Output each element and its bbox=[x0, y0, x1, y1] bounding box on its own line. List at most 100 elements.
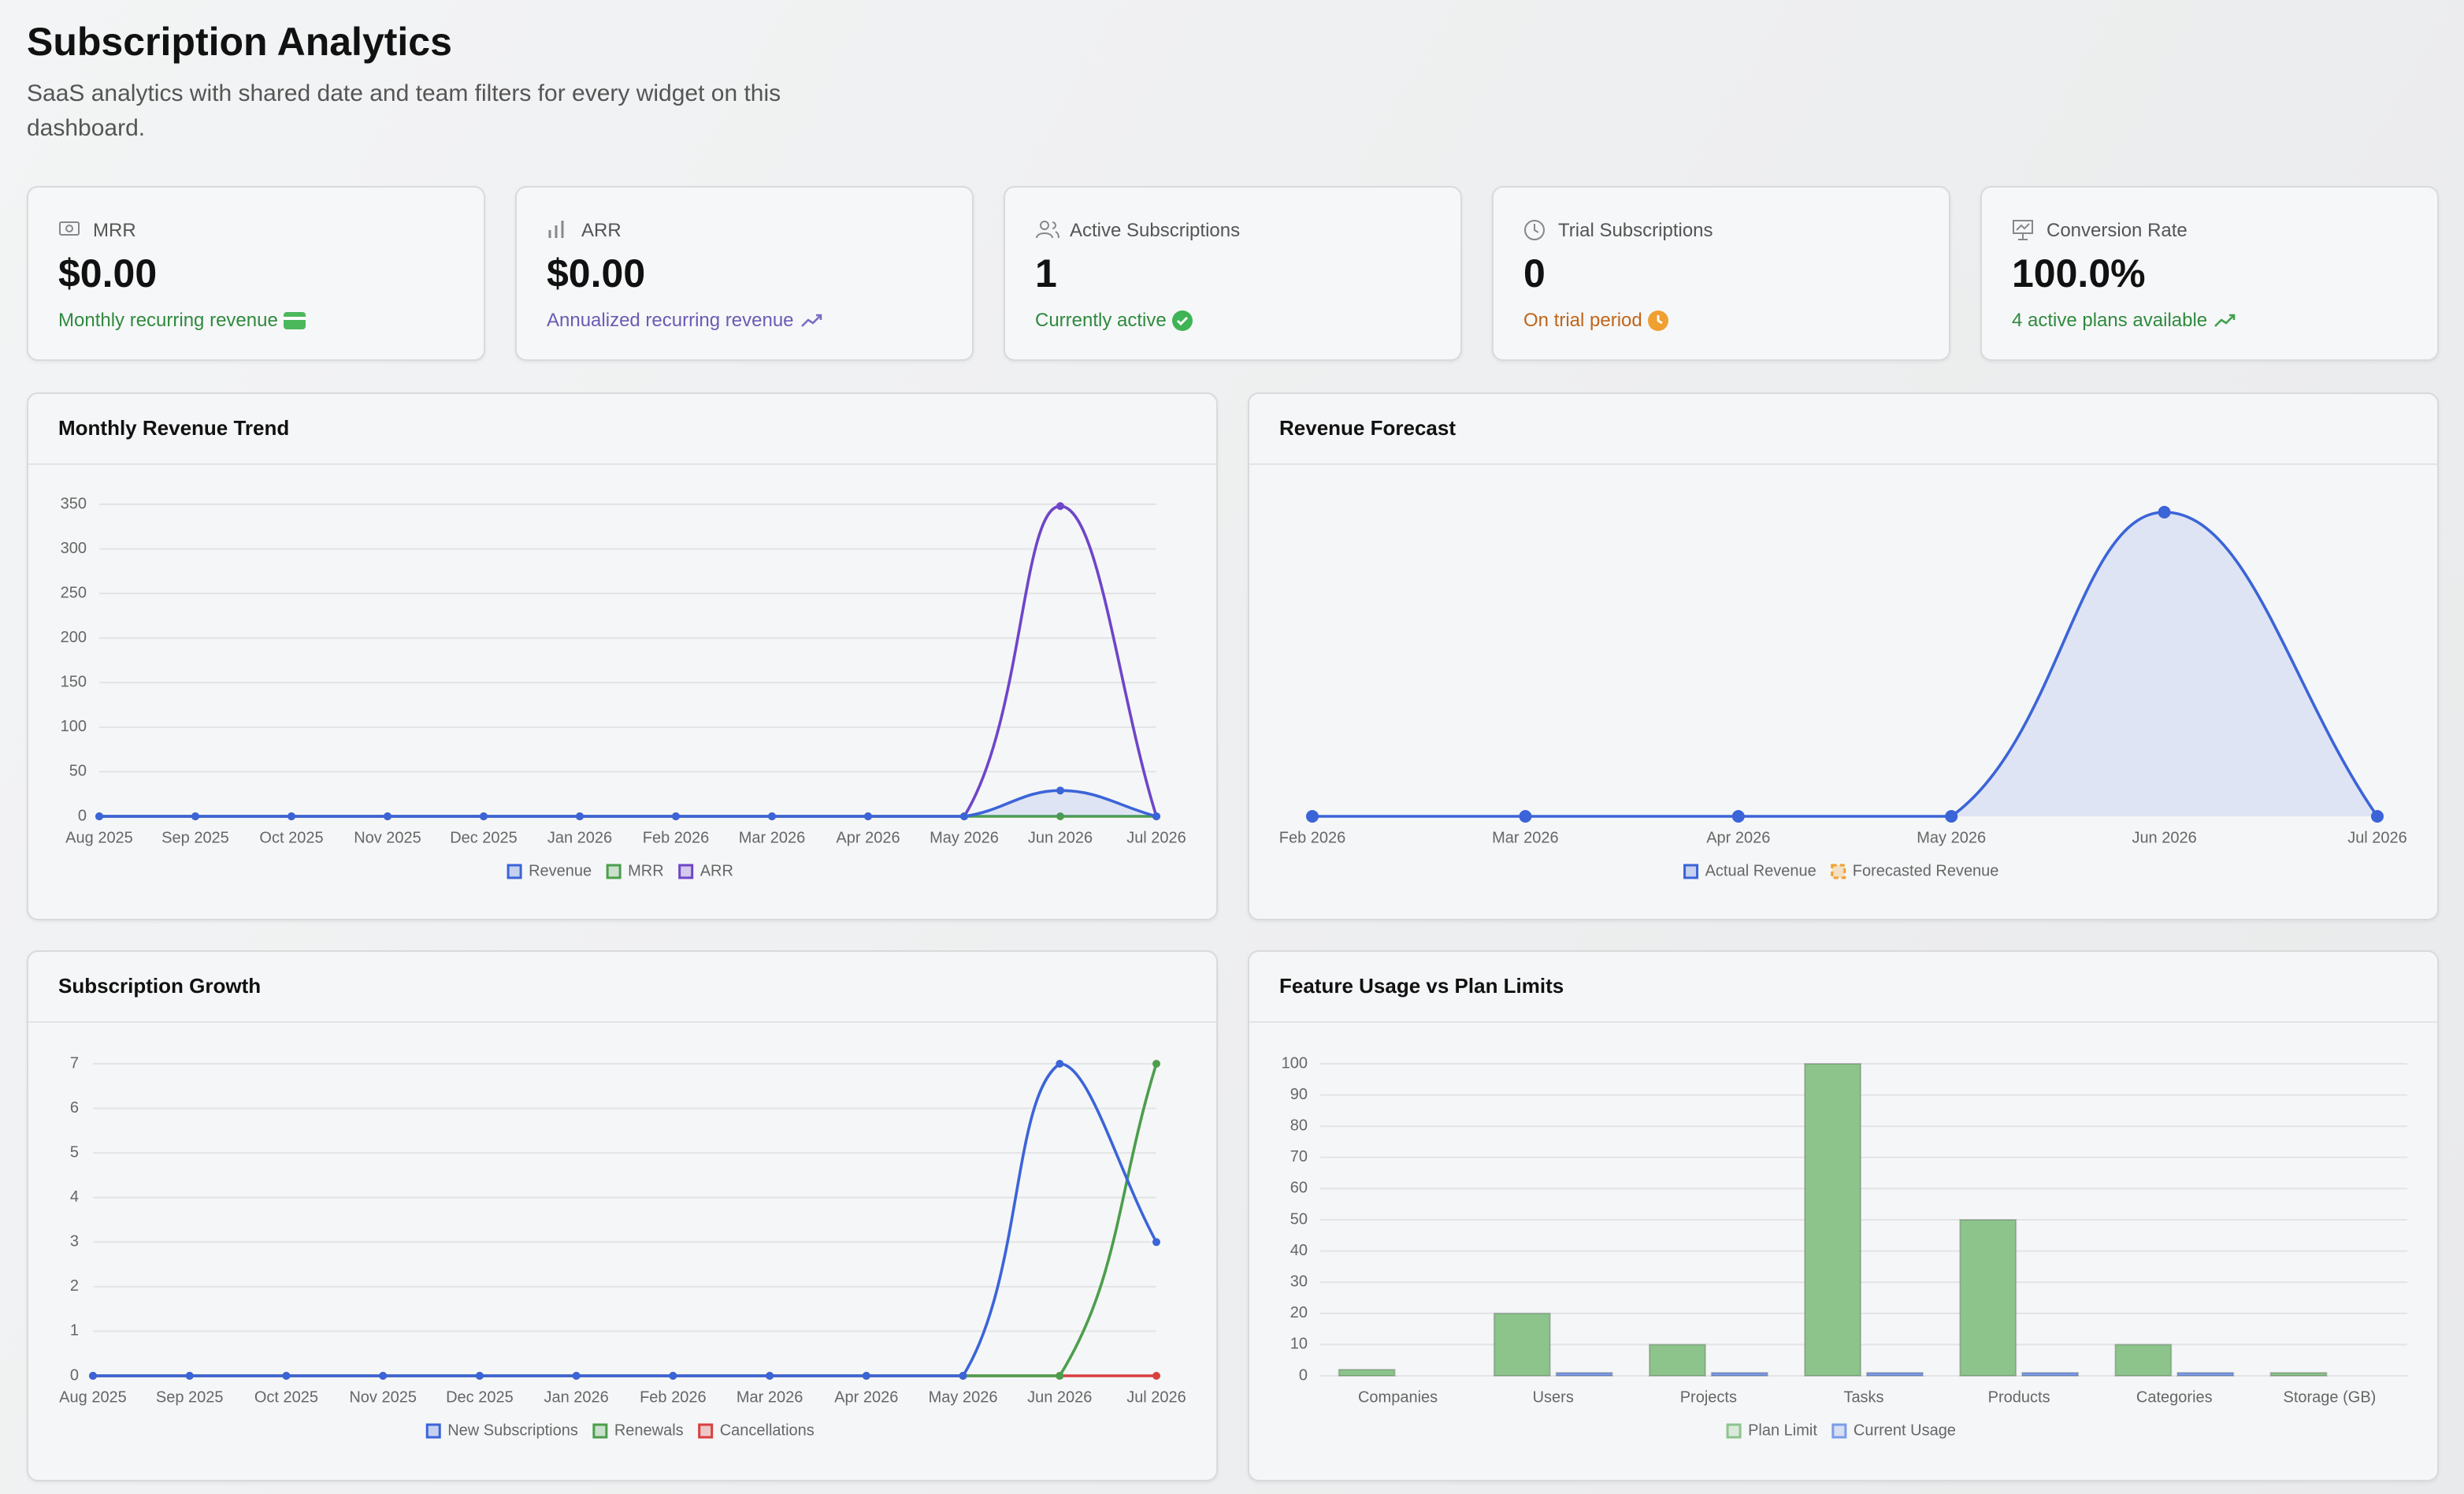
icon bbox=[2013, 220, 2033, 240]
icon bbox=[1172, 310, 1193, 330]
line bbox=[99, 504, 1158, 818]
kpi-label: Trial Subscriptions bbox=[1558, 219, 1713, 241]
y-tick-label: 0 bbox=[1299, 1366, 1308, 1384]
y-tick-label: 50 bbox=[1290, 1210, 1308, 1228]
legend-marker bbox=[1831, 1423, 1847, 1439]
line bbox=[93, 1062, 1158, 1377]
kpi-value: 1 bbox=[1035, 252, 1057, 296]
y-tick-label: 4 bbox=[70, 1188, 79, 1206]
point bbox=[576, 812, 584, 820]
x-tick-label: Categories bbox=[2136, 1388, 2213, 1406]
kpi-card: MRR $0.00 Monthly recurring revenue bbox=[27, 186, 485, 361]
x-tick-label: Nov 2025 bbox=[349, 1388, 417, 1406]
kpi-value: $0.00 bbox=[58, 252, 158, 296]
x-tick-label: Companies bbox=[1358, 1388, 1438, 1406]
point bbox=[862, 1372, 870, 1380]
x-tick-label: Apr 2026 bbox=[836, 829, 900, 846]
chart-card: Monthly Revenue Trend bbox=[27, 392, 1218, 920]
legend-label: Revenue bbox=[529, 862, 592, 879]
bar bbox=[1648, 1343, 1706, 1377]
x-tick-label: Jun 2026 bbox=[2132, 829, 2196, 846]
x-tick-label: May 2026 bbox=[1917, 829, 1986, 846]
y-tick-label: 3 bbox=[70, 1233, 79, 1251]
x-tick-label: Sep 2025 bbox=[161, 829, 229, 846]
y-tick-label: 60 bbox=[1290, 1180, 1308, 1197]
x-tick-label: Jan 2026 bbox=[547, 829, 612, 846]
x-tick-label: Products bbox=[1988, 1388, 2050, 1406]
y-tick-label: 6 bbox=[70, 1099, 79, 1117]
x-tick-label: Jan 2026 bbox=[544, 1388, 608, 1406]
chart-title: Revenue Forecast bbox=[1279, 416, 1456, 440]
kpi-label: Conversion Rate bbox=[2047, 219, 2188, 241]
point bbox=[379, 1372, 388, 1380]
legend-label: Actual Revenue bbox=[1705, 862, 1816, 879]
legend-marker bbox=[592, 1423, 608, 1439]
chart-card: Revenue Forecast bbox=[1248, 392, 2439, 920]
point bbox=[959, 1372, 967, 1380]
y-tick-label: 1 bbox=[70, 1322, 79, 1340]
x-tick-label: May 2026 bbox=[929, 1388, 998, 1406]
kpi-card: Conversion Rate 100.0% 4 active plans av… bbox=[1980, 186, 2439, 361]
point bbox=[1731, 810, 1745, 823]
x-tick-label: May 2026 bbox=[930, 829, 999, 846]
line bbox=[93, 1063, 1158, 1377]
legend-label: Renewals bbox=[614, 1422, 684, 1439]
point bbox=[768, 812, 776, 820]
kpi-note: Monthly recurring revenue bbox=[58, 309, 278, 331]
point bbox=[669, 1372, 677, 1380]
point bbox=[766, 1372, 774, 1380]
x-tick-label: Aug 2025 bbox=[59, 1388, 127, 1406]
point bbox=[480, 812, 488, 820]
point bbox=[288, 812, 295, 820]
x-tick-label: Jul 2026 bbox=[1126, 829, 1186, 846]
point bbox=[1306, 810, 1319, 823]
x-tick-label: Feb 2026 bbox=[1279, 829, 1346, 846]
bar bbox=[2176, 1372, 2235, 1377]
x-tick-label: Apr 2026 bbox=[834, 1388, 898, 1406]
bar bbox=[2021, 1372, 2080, 1377]
y-tick-label: 100 bbox=[61, 718, 87, 735]
x-tick-label: Apr 2026 bbox=[1706, 829, 1770, 846]
bar bbox=[1710, 1372, 1768, 1377]
y-tick-label: 200 bbox=[61, 629, 87, 646]
kpi-card: ARR $0.00 Annualized recurring revenue bbox=[515, 186, 974, 361]
x-tick-label: Feb 2026 bbox=[643, 829, 710, 846]
page-subtitle: SaaS analytics with shared date and team… bbox=[27, 80, 781, 142]
point bbox=[572, 1372, 581, 1380]
bar bbox=[1959, 1219, 2017, 1377]
legend-label: ARR bbox=[700, 862, 733, 879]
legend-marker bbox=[1726, 1423, 1742, 1439]
bar bbox=[1555, 1372, 1613, 1377]
icon bbox=[1036, 221, 1059, 239]
x-tick-label: Dec 2025 bbox=[446, 1388, 514, 1406]
point bbox=[475, 1372, 484, 1380]
point bbox=[864, 812, 872, 820]
kpi-label: Active Subscriptions bbox=[1070, 219, 1241, 241]
x-tick-label: Sep 2025 bbox=[156, 1388, 224, 1406]
line bbox=[99, 789, 1157, 818]
x-tick-label: Oct 2025 bbox=[259, 829, 323, 846]
area bbox=[1312, 512, 2377, 816]
point bbox=[1945, 810, 1958, 823]
x-tick-label: Storage (GB) bbox=[2284, 1388, 2377, 1406]
kpi-note: 4 active plans available bbox=[2012, 309, 2208, 331]
point bbox=[2371, 810, 2384, 823]
chart-title: Monthly Revenue Trend bbox=[58, 416, 290, 440]
y-tick-label: 250 bbox=[61, 584, 87, 601]
point bbox=[1152, 1060, 1160, 1068]
legend-label: Current Usage bbox=[1854, 1422, 1956, 1439]
x-tick-label: Jul 2026 bbox=[1126, 1388, 1186, 1406]
bar bbox=[1338, 1369, 1396, 1377]
y-tick-label: 80 bbox=[1290, 1117, 1308, 1134]
legend-label: Plan Limit bbox=[1748, 1422, 1817, 1439]
y-tick-label: 100 bbox=[1282, 1054, 1308, 1072]
x-tick-label: Mar 2026 bbox=[1492, 829, 1559, 846]
icon bbox=[1524, 220, 1545, 240]
x-tick-label: Nov 2025 bbox=[354, 829, 421, 846]
x-tick-label: Users bbox=[1533, 1388, 1574, 1406]
y-tick-label: 20 bbox=[1290, 1304, 1308, 1321]
legend-marker bbox=[678, 864, 694, 879]
y-tick-label: 40 bbox=[1290, 1242, 1308, 1259]
x-tick-label: Dec 2025 bbox=[450, 829, 518, 846]
